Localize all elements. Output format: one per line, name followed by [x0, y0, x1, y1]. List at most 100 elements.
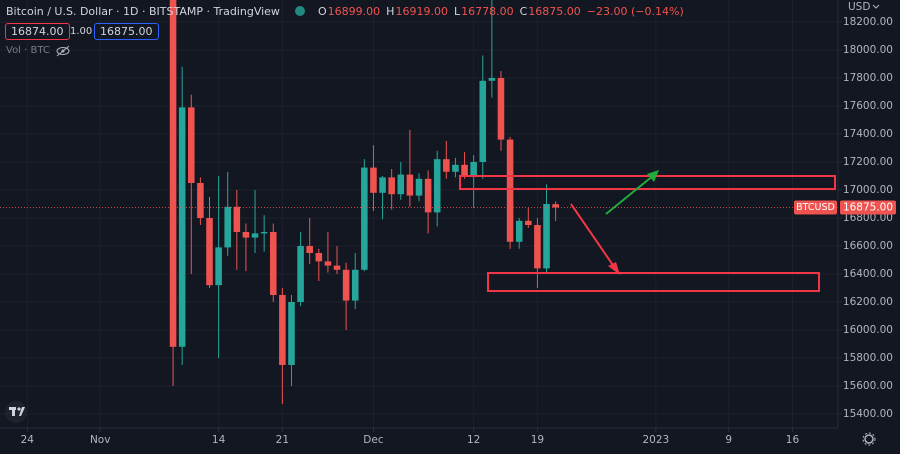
candle-body: [406, 174, 414, 196]
candle-body: [269, 231, 277, 295]
support-box[interactable]: [487, 272, 820, 292]
down-arrow-head: [608, 262, 620, 275]
ohlc-key: H: [386, 5, 395, 18]
buy-button[interactable]: 16875.00: [94, 23, 159, 40]
y-tick-label: 16800.00: [843, 212, 893, 224]
candle-body: [306, 245, 313, 253]
y-tick-label: 18200.00: [843, 16, 893, 28]
ohlc-key: O: [318, 5, 327, 18]
candle-body: [388, 177, 395, 195]
candle-body: [415, 178, 423, 196]
price-tag: 16875.00: [843, 201, 893, 213]
price-change: −23.00 (−0.14%): [586, 5, 684, 18]
candle-body: [197, 182, 204, 218]
candle-body: [279, 294, 286, 365]
candle-body: [324, 261, 332, 266]
y-tick-label: 17800.00: [843, 72, 893, 84]
tv-logo[interactable]: [5, 401, 27, 423]
candle-body: [370, 167, 377, 193]
y-tick-label: 16200.00: [843, 296, 893, 308]
candle-body: [534, 224, 541, 269]
x-tick-label: Dec: [363, 434, 384, 446]
settings-icon[interactable]: [862, 432, 876, 446]
ohlc-value: 16778.00: [461, 5, 514, 18]
candle-body: [552, 204, 559, 208]
resistance-box[interactable]: [459, 175, 836, 190]
y-tick-label: 18000.00: [843, 44, 893, 56]
candle-body: [233, 206, 241, 232]
visibility-icon[interactable]: [56, 45, 70, 57]
y-tick-label: 17400.00: [843, 128, 893, 140]
x-tick-label: 14: [212, 434, 226, 446]
up-arrow-head: [647, 170, 659, 182]
y-tick-label: 17600.00: [843, 100, 893, 112]
candle-body: [288, 301, 295, 365]
candle-body: [333, 265, 341, 270]
y-tick-label: 17000.00: [843, 184, 893, 196]
currency-label[interactable]: USD: [848, 1, 870, 13]
candle-body: [260, 231, 268, 234]
candle-body: [397, 174, 405, 195]
axes: 15400.00 15600.00 15800.00 16000.00 16200.00…: [21, 16, 896, 446]
x-tick-label: 19: [531, 434, 544, 446]
candle-body: [206, 217, 213, 286]
ohlc-key: L: [453, 5, 461, 18]
y-tick-label: 15600.00: [843, 380, 893, 392]
price-tag-bg: [840, 200, 896, 215]
candle-body: [215, 247, 222, 286]
ohlc-value: 16899.00: [327, 5, 381, 18]
candle-body: [515, 220, 523, 242]
symbol-title[interactable]: Bitcoin / U.S. Dollar · 1D · BITSTAMP · …: [6, 5, 280, 18]
currency-caret: [872, 4, 880, 9]
candle-body: [506, 139, 514, 242]
candle-body: [242, 231, 250, 238]
ohlc-key: C: [519, 5, 528, 18]
y-tick-label: 17200.00: [843, 156, 893, 168]
candle-body: [452, 164, 459, 172]
symbol-tag-bg: [794, 200, 837, 215]
y-tick-label: 16400.00: [843, 268, 893, 280]
x-tick-label: 12: [467, 434, 480, 446]
candle-body: [479, 80, 487, 162]
plot-area: [0, 0, 838, 405]
x-tick-label: 9: [725, 434, 732, 446]
sell-button[interactable]: 16874.00: [5, 23, 70, 40]
market-status-dot: [295, 6, 305, 16]
candle-body: [361, 167, 368, 270]
candle-body: [251, 233, 259, 238]
x-tick-label: Nov: [90, 434, 111, 446]
x-tick-label: 16: [786, 434, 800, 446]
candle-body: [224, 206, 231, 248]
x-tick-label: 24: [21, 434, 35, 446]
up-arrow[interactable]: [605, 174, 655, 215]
candle-body: [178, 107, 186, 347]
y-tick-label: 16000.00: [843, 324, 893, 336]
candle-body: [543, 203, 550, 269]
candle-body: [169, 0, 177, 347]
symbol-tag: BTCUSD: [796, 202, 835, 213]
candle-body: [342, 269, 350, 301]
candle-body: [315, 252, 323, 262]
candle-body: [488, 77, 496, 81]
candle-body: [188, 107, 195, 183]
ohlc-legend: O16899.00 H16919.00 L16778.00 C16875.00 −23.…: [318, 5, 684, 18]
candle-body: [297, 245, 304, 302]
candle-body: [497, 77, 505, 140]
candle-body: [470, 161, 477, 176]
candle-body: [461, 164, 468, 176]
candle-body: [525, 220, 532, 225]
candle-body: [351, 269, 359, 301]
candle-body: [433, 159, 441, 213]
grid: [0, 0, 838, 428]
ohlc-value: 16919.00: [395, 5, 448, 18]
y-tick-label: 15800.00: [843, 352, 893, 364]
y-tick-label: 16600.00: [843, 240, 893, 252]
x-tick-label: 2023: [642, 434, 669, 446]
down-arrow[interactable]: [570, 203, 618, 272]
quantity[interactable]: 1.00: [70, 26, 93, 37]
y-tick-label: 15400.00: [843, 408, 893, 420]
candle-body: [443, 159, 450, 172]
x-tick-label: 21: [276, 434, 289, 446]
